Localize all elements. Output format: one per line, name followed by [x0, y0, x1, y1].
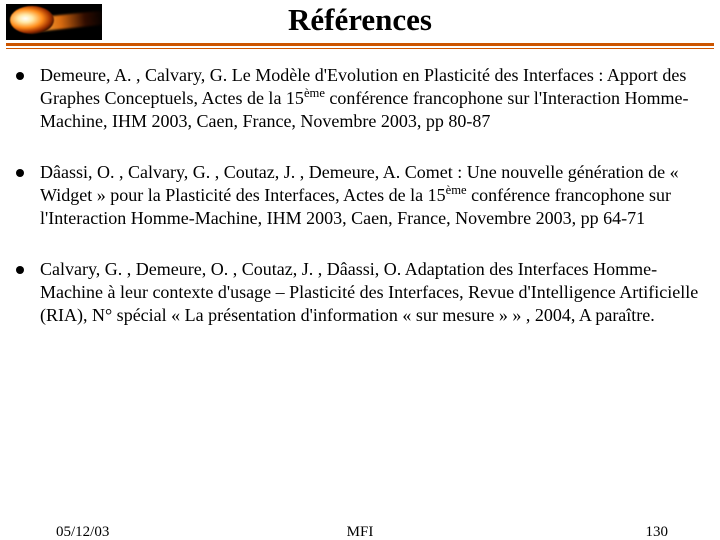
list-item: Demeure, A. , Calvary, G. Le Modèle d'Ev… — [16, 64, 700, 133]
slide-header: Références — [0, 0, 720, 48]
reference-text: Demeure, A. , Calvary, G. Le Modèle d'Ev… — [40, 64, 700, 133]
divider-thin — [6, 48, 714, 49]
list-item: Dâassi, O. , Calvary, G. , Coutaz, J. , … — [16, 161, 700, 230]
reference-text: Dâassi, O. , Calvary, G. , Coutaz, J. , … — [40, 161, 700, 230]
bullet-icon — [16, 266, 24, 274]
footer-center: MFI — [0, 524, 720, 540]
references-list: Demeure, A. , Calvary, G. Le Modèle d'Ev… — [16, 64, 700, 355]
slide: Références Demeure, A. , Calvary, G. Le … — [0, 0, 720, 540]
slide-title: Références — [0, 2, 720, 38]
divider-thick — [6, 43, 714, 46]
list-item: Calvary, G. , Demeure, O. , Coutaz, J. ,… — [16, 258, 700, 327]
footer-page-number: 130 — [646, 524, 669, 540]
bullet-icon — [16, 169, 24, 177]
reference-text: Calvary, G. , Demeure, O. , Coutaz, J. ,… — [40, 258, 700, 327]
bullet-icon — [16, 72, 24, 80]
